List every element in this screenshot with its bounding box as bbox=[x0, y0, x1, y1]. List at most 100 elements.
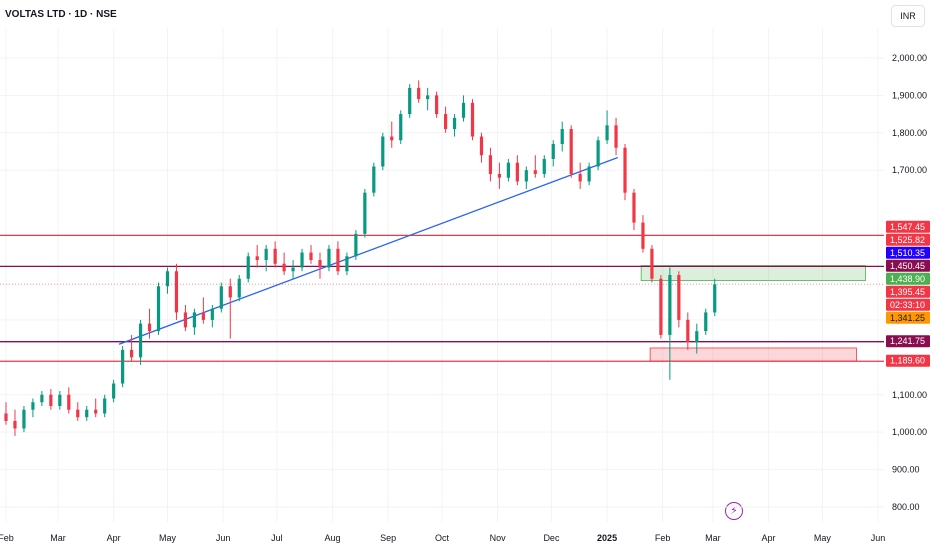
candle-body bbox=[506, 162, 510, 178]
candle-body bbox=[327, 248, 331, 268]
candle-body bbox=[363, 192, 367, 234]
x-tick-label: Oct bbox=[435, 533, 450, 543]
price-label-bg bbox=[886, 220, 930, 233]
candle-body bbox=[228, 286, 232, 298]
y-tick-label: 2,000.00 bbox=[892, 53, 927, 63]
candle-body bbox=[246, 256, 250, 279]
candle-body bbox=[31, 402, 35, 410]
price-label-text: 1,525.82 bbox=[890, 235, 925, 245]
lightning-bolt-icon[interactable]: ⚡ bbox=[725, 502, 743, 520]
candle-body bbox=[67, 394, 71, 410]
currency-selector[interactable]: INR bbox=[891, 5, 925, 27]
candle-body bbox=[381, 136, 385, 167]
x-tick-label: Mar bbox=[50, 533, 66, 543]
y-tick-label: 1,000.00 bbox=[892, 427, 927, 437]
x-tick-label: Jun bbox=[216, 533, 231, 543]
x-tick-label: Sep bbox=[380, 533, 396, 543]
candle-body bbox=[40, 394, 44, 403]
candle-body bbox=[479, 136, 484, 156]
zone-rect bbox=[649, 347, 857, 362]
candle-body bbox=[668, 275, 672, 335]
x-tick-label: Feb bbox=[0, 533, 14, 543]
candle-body bbox=[22, 409, 26, 429]
candle-body bbox=[282, 263, 286, 272]
x-tick-label: Jul bbox=[271, 533, 283, 543]
candle-body bbox=[219, 286, 223, 309]
price-label-bg bbox=[886, 335, 930, 348]
y-tick-label: 1,900.00 bbox=[892, 90, 927, 100]
x-tick-label: Nov bbox=[490, 533, 507, 543]
candle-body bbox=[605, 125, 609, 141]
candle-body bbox=[461, 102, 466, 118]
price-label-text: 1,341.25 bbox=[890, 313, 925, 323]
zone-rect bbox=[640, 265, 866, 282]
price-label-text: 1,450.45 bbox=[890, 261, 925, 271]
candle-body bbox=[255, 256, 259, 261]
price-label-bg bbox=[886, 298, 930, 311]
candle-body bbox=[695, 331, 699, 343]
candle-body bbox=[542, 158, 546, 174]
x-tick-label: Apr bbox=[762, 533, 776, 543]
candle-body bbox=[291, 267, 295, 272]
y-tick-label: 1,800.00 bbox=[892, 128, 927, 138]
candle-body bbox=[435, 95, 439, 115]
x-tick-label: Apr bbox=[107, 533, 121, 543]
candle-body bbox=[183, 312, 188, 328]
candle-body bbox=[165, 271, 170, 287]
candle-body bbox=[336, 248, 340, 272]
candle-body bbox=[129, 349, 134, 358]
candle-body bbox=[121, 349, 125, 384]
candle-body bbox=[201, 312, 205, 320]
x-tick-label: 2025 bbox=[597, 533, 617, 543]
candle-body bbox=[273, 248, 277, 264]
x-axis: Feb Mar Apr May Jun Jul Aug Sep Oct Nov Dec 2025 Feb… bbox=[0, 533, 885, 543]
x-tick-label: Jun bbox=[871, 533, 886, 543]
candle-body bbox=[641, 222, 645, 249]
candle-body bbox=[426, 95, 430, 100]
price-label-bg bbox=[886, 311, 930, 324]
candle-body bbox=[192, 312, 196, 328]
x-tick-label: Aug bbox=[325, 533, 341, 543]
candle-body bbox=[524, 170, 528, 182]
candle-body bbox=[300, 252, 304, 268]
price-label-text: 02:33:10 bbox=[890, 300, 925, 310]
price-label-text: 1,438.90 bbox=[890, 274, 925, 284]
price-label-bg bbox=[886, 354, 930, 367]
candle-body bbox=[4, 413, 8, 421]
price-label-bg bbox=[886, 233, 930, 246]
zones-layer bbox=[640, 265, 866, 362]
candle-body bbox=[399, 114, 403, 141]
candle-body bbox=[264, 248, 268, 261]
candle-body bbox=[614, 125, 618, 148]
candle-body bbox=[103, 398, 107, 414]
candle-body bbox=[49, 394, 53, 406]
candle-body bbox=[345, 256, 349, 272]
candle-body bbox=[85, 409, 89, 418]
candle-body bbox=[318, 260, 322, 268]
candle-body bbox=[354, 233, 358, 257]
price-label-bg bbox=[886, 285, 930, 298]
candle-body bbox=[138, 323, 143, 358]
candle-body bbox=[677, 275, 681, 320]
x-tick-label: Mar bbox=[705, 533, 721, 543]
candle-body bbox=[632, 192, 636, 223]
price-label-bg bbox=[886, 259, 930, 272]
y-tick-label: 800.00 bbox=[892, 502, 920, 512]
candle-body bbox=[372, 166, 376, 193]
y-tick-label: 1,100.00 bbox=[892, 390, 927, 400]
grid-layer bbox=[0, 28, 884, 522]
candle-body bbox=[147, 323, 152, 332]
price-label-bg bbox=[886, 272, 930, 285]
candle-body bbox=[408, 87, 412, 115]
candle-body bbox=[659, 278, 663, 335]
candle-body bbox=[569, 129, 573, 174]
price-label-text: 1,241.75 bbox=[890, 336, 925, 346]
candle-body bbox=[713, 284, 717, 313]
candle-body bbox=[551, 144, 555, 159]
candle-body bbox=[650, 248, 654, 279]
horizontal-lines-layer bbox=[0, 234, 884, 362]
candle-body bbox=[174, 271, 179, 313]
candle-body bbox=[497, 173, 502, 178]
candle-body bbox=[686, 319, 690, 343]
